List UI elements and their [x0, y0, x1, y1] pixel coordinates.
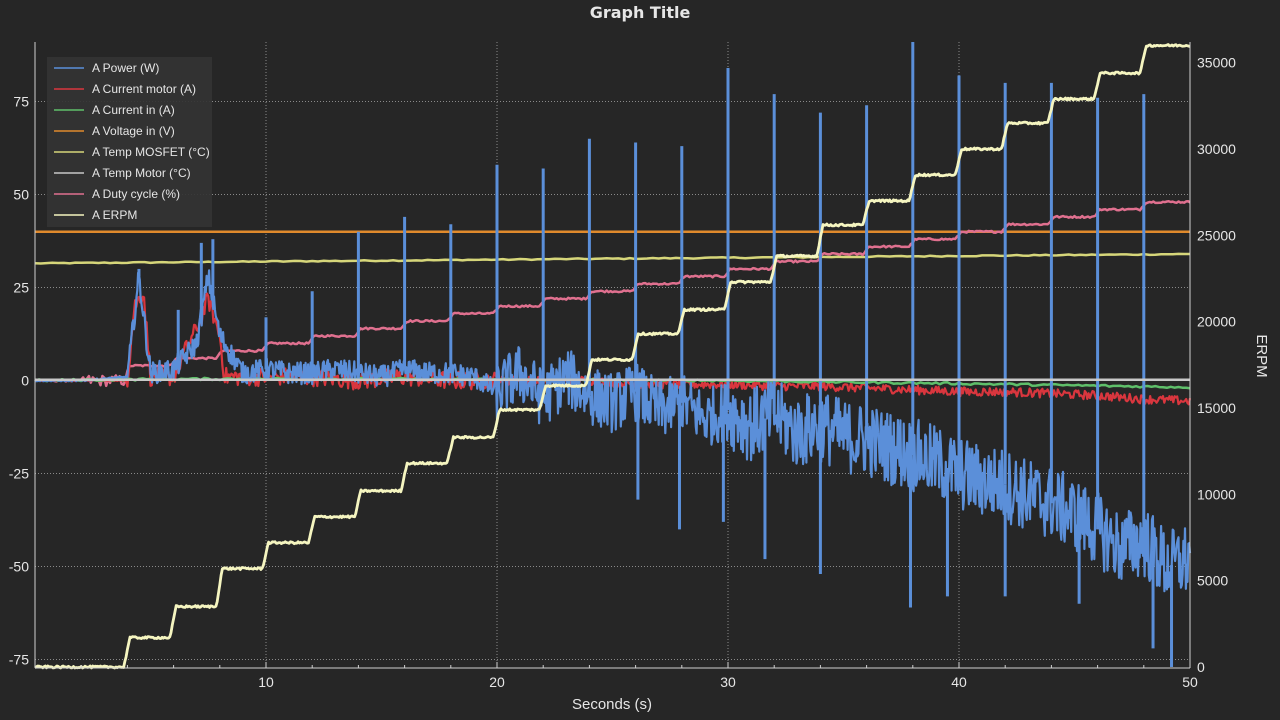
y2-tick-label: 15000 [1197, 400, 1236, 416]
legend-label: A Temp MOSFET (°C) [92, 145, 210, 159]
legend-label: A Temp Motor (°C) [92, 166, 191, 180]
y2-tick-label: 20000 [1197, 314, 1236, 330]
x-tick-label: 40 [951, 674, 967, 690]
legend-label: A ERPM [92, 208, 137, 222]
y-tick-label: -25 [9, 466, 29, 482]
x-tick-label: 10 [258, 674, 274, 690]
legend-label: A Power (W) [92, 61, 159, 75]
series-line-erpm [34, 43, 1191, 670]
y2-axis-label: ERPM [1253, 334, 1270, 377]
y2-tick-label: 35000 [1197, 55, 1236, 71]
series-line-power [34, 269, 1192, 593]
y-tick-label: -75 [9, 652, 29, 668]
legend-label: A Duty cycle (%) [92, 187, 180, 201]
series-group [34, 42, 1192, 670]
y2-tick-label: 0 [1197, 659, 1205, 675]
y2-tick-label: 5000 [1197, 573, 1228, 589]
y-tick-label: 25 [13, 280, 29, 296]
y-tick-label: 50 [13, 187, 29, 203]
legend-label: A Current in (A) [92, 103, 175, 117]
legend-label: A Voltage in (V) [92, 124, 175, 138]
y-tick-label: 0 [21, 373, 29, 389]
legend-label: A Current motor (A) [92, 82, 196, 96]
y-tick-label: -50 [9, 559, 29, 575]
y2-tick-label: 25000 [1197, 227, 1236, 243]
x-tick-label: 20 [489, 674, 505, 690]
y2-tick-label: 10000 [1197, 486, 1236, 502]
x-tick-label: 30 [720, 674, 736, 690]
y-tick-label: 75 [13, 94, 29, 110]
legend: A Power (W) A Current motor (A) A Current … [47, 57, 212, 227]
series-line-temp-mosfet [34, 252, 1190, 265]
y2-tick-label: 30000 [1197, 141, 1236, 157]
x-tick-label: 50 [1182, 674, 1198, 690]
legend-box [47, 57, 212, 227]
x-axis-label: Seconds (s) [572, 696, 652, 713]
chart-title: Graph Title [590, 3, 691, 22]
